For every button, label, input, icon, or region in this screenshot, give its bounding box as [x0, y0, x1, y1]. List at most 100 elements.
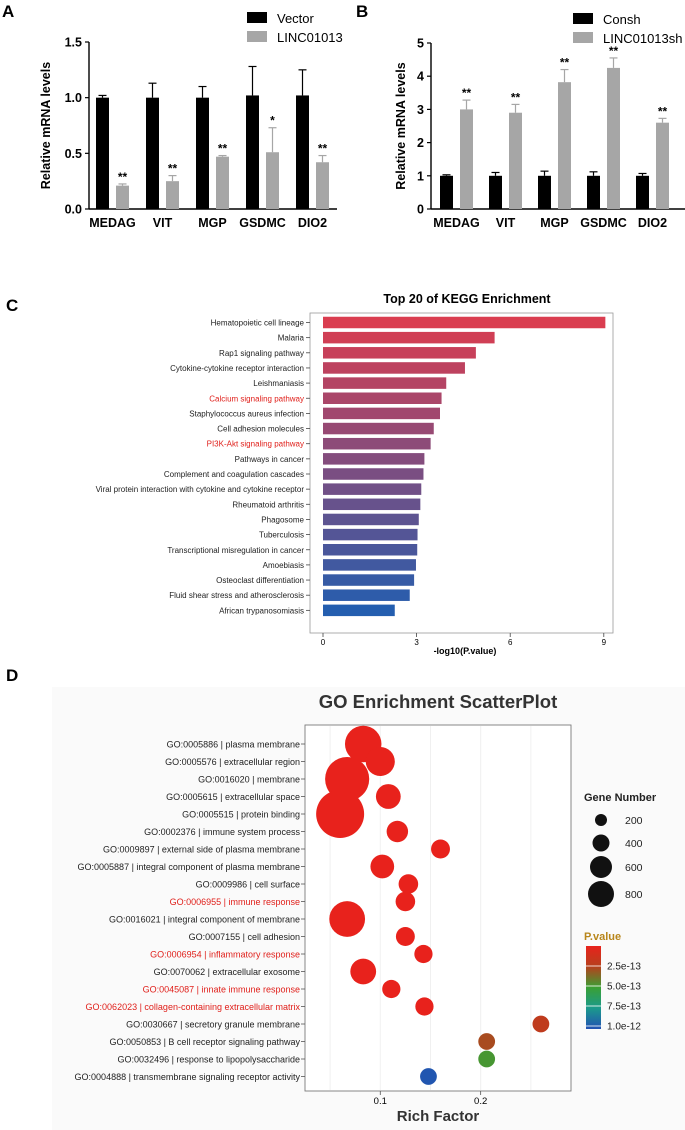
kegg-bar — [323, 528, 418, 541]
kegg-x-tick-label: 6 — [508, 638, 513, 647]
bar-consh-medag — [440, 175, 453, 209]
y-tick-label: 4 — [417, 70, 424, 84]
bar-vector-gsdmc — [246, 95, 259, 209]
go-term-label: GO:0002376 | immune system process — [144, 827, 300, 837]
go-point — [532, 1015, 550, 1033]
bar-consh-dio2 — [636, 175, 649, 209]
bar-vector-mgp — [196, 97, 209, 209]
panel-b-bar-chart: 0 1 2 3 4 5 Relative mRNA levels ** MEDAG ** VIT **… — [394, 12, 685, 230]
kegg-term-label: Osteoclast differentiation — [216, 576, 304, 585]
color-legend-bar — [586, 946, 601, 1029]
bar-linc01013-medag — [116, 185, 129, 209]
y-tick-label: 3 — [417, 103, 424, 117]
kegg-x-tick-label: 0 — [321, 638, 326, 647]
panel-label-d: D — [6, 666, 18, 685]
legend-label: Consh — [603, 12, 641, 27]
legend-swatch — [573, 13, 593, 24]
kegg-term-label: African trypanosomiasis — [219, 606, 304, 615]
legend-swatch — [247, 31, 267, 42]
significance-marker: ** — [218, 142, 228, 156]
go-point — [350, 958, 377, 985]
bar-linc01013sh-vit — [509, 112, 522, 209]
y-tick-label: 0 — [417, 203, 424, 217]
kegg-bar — [323, 392, 442, 404]
significance-marker: ** — [658, 104, 668, 118]
x-category-label: MGP — [540, 216, 568, 230]
panel-d-go-scatter: GO Enrichment ScatterPlot GO:0005886 | pl… — [75, 691, 657, 1125]
y-tick-label: 1.5 — [65, 36, 82, 50]
size-legend-circle — [588, 881, 614, 907]
kegg-term-label: Rheumatoid arthritis — [232, 500, 304, 509]
legend-label: Vector — [277, 11, 315, 26]
go-point — [395, 891, 416, 912]
kegg-bar — [323, 316, 606, 329]
size-legend-label: 400 — [625, 838, 643, 850]
kegg-bar — [323, 422, 434, 435]
panel-label-a: A — [2, 2, 14, 21]
go-point — [316, 790, 365, 838]
go-term-label: GO:0005576 | extracellular region — [165, 757, 300, 767]
kegg-bar — [323, 604, 395, 617]
x-category-label: DIO2 — [298, 216, 327, 230]
bar-vector-vit — [146, 97, 159, 209]
kegg-term-label: Leishmaniasis — [253, 379, 304, 388]
kegg-term-label: Pathways in cancer — [235, 455, 305, 464]
x-category-label: GSDMC — [580, 216, 627, 230]
go-term-label: GO:0009897 | external side of plasma mem… — [103, 845, 300, 855]
go-point — [420, 1068, 437, 1085]
color-legend-title: P.value — [584, 931, 621, 943]
legend-swatch — [573, 32, 593, 43]
y-tick-label: 1 — [417, 169, 424, 183]
color-legend-label: 2.5e-13 — [607, 962, 641, 973]
size-legend-label: 200 — [625, 815, 643, 827]
kegg-term-label: Calcium signaling pathway — [209, 394, 304, 403]
kegg-term-label: Rap1 signaling pathway — [219, 349, 304, 358]
go-point — [431, 839, 450, 859]
go-term-label: GO:0032496 | response to lipopolysacchar… — [118, 1055, 300, 1065]
go-term-label: GO:0030667 | secretory granule membrane — [126, 1020, 300, 1030]
kegg-bar — [323, 498, 421, 511]
kegg-term-label: Phagosome — [261, 515, 304, 524]
color-legend-label: 1.0e-12 — [607, 1022, 641, 1033]
kegg-x-tick-label: 3 — [414, 638, 419, 647]
go-term-label: GO:0045087 | innate immune response — [143, 985, 300, 995]
go-term-label: GO:0016021 | integral component of membr… — [109, 915, 300, 925]
kegg-bar — [323, 559, 416, 571]
go-term-label: GO:0005886 | plasma membrane — [167, 740, 300, 750]
significance-marker: ** — [560, 56, 570, 70]
size-legend-circle — [590, 856, 612, 878]
significance-marker: ** — [462, 86, 472, 100]
kegg-bar — [323, 483, 422, 495]
y-tick-label: 2 — [417, 136, 424, 150]
go-term-label: GO:0006954 | inflammatory response — [150, 950, 300, 960]
x-category-label: VIT — [496, 216, 516, 230]
kegg-bar — [323, 589, 410, 601]
bar-linc01013-vit — [166, 181, 179, 209]
panel-label-c: C — [6, 296, 18, 315]
size-legend-circle — [595, 814, 607, 826]
go-point — [329, 901, 366, 937]
kegg-bar — [323, 331, 495, 344]
kegg-title: Top 20 of KEGG Enrichment — [383, 292, 551, 306]
go-term-label: GO:0005887 | integral component of plasm… — [78, 862, 300, 872]
kegg-bar — [323, 453, 425, 465]
bar-linc01013sh-dio2 — [656, 122, 669, 209]
kegg-bar — [323, 437, 431, 450]
kegg-bar — [323, 544, 418, 556]
size-legend-title: Gene Number — [584, 792, 657, 804]
bar-vector-medag — [96, 97, 109, 209]
go-term-label: GO:0007155 | cell adhesion — [189, 932, 300, 942]
significance-marker: ** — [511, 90, 521, 104]
x-category-label: MGP — [198, 216, 226, 230]
x-category-label: DIO2 — [638, 216, 667, 230]
go-point — [386, 820, 409, 843]
kegg-term-label: Tuberculosis — [259, 531, 304, 540]
y-axis-label: Relative mRNA levels — [394, 62, 408, 189]
go-term-label: GO:0050853 | B cell receptor signaling p… — [110, 1037, 301, 1047]
go-term-label: GO:0006955 | immune response — [170, 897, 300, 907]
kegg-term-label: Cell adhesion molecules — [217, 425, 304, 434]
bar-consh-mgp — [538, 175, 551, 209]
kegg-bar — [323, 347, 476, 359]
bar-linc01013sh-gsdmc — [607, 67, 620, 210]
